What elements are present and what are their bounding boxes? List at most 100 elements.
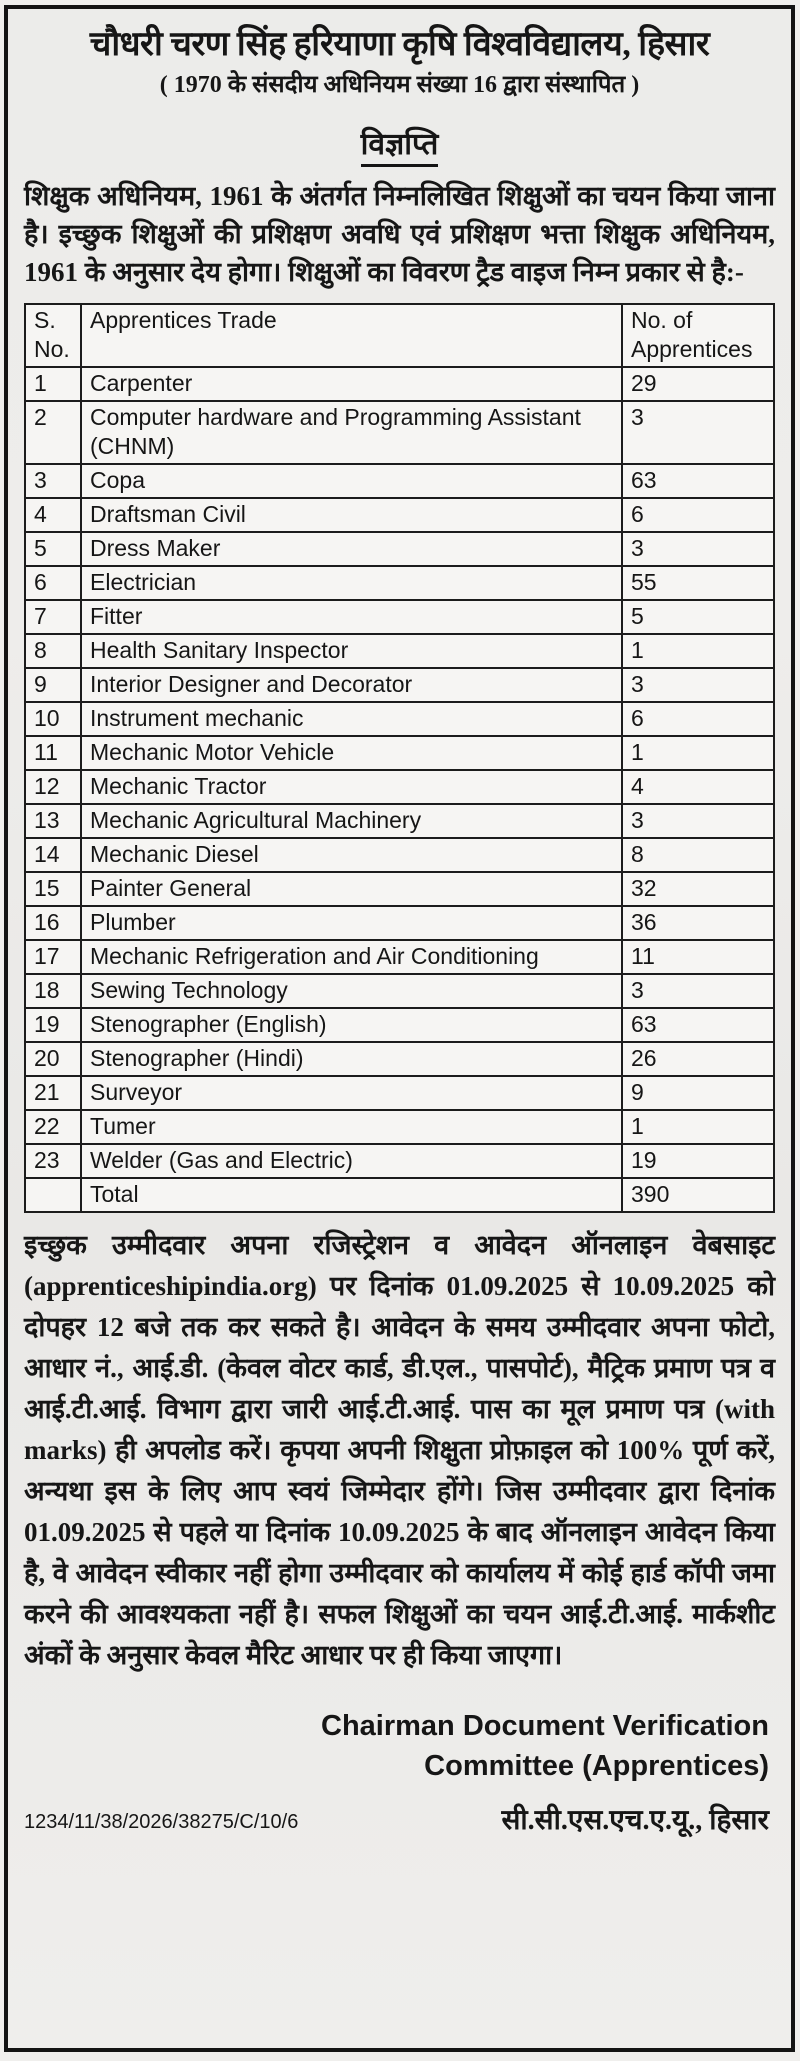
cell-count: 3	[621, 531, 775, 567]
cell-trade: Mechanic Refrigeration and Air Condition…	[80, 939, 623, 975]
cell-sno: 15	[24, 871, 82, 907]
cell-sno: 20	[24, 1041, 82, 1077]
cell-trade: Computer hardware and Programming Assist…	[80, 400, 623, 465]
cell-trade: Plumber	[80, 905, 623, 941]
cell-count: 11	[621, 939, 775, 975]
cell-sno: 19	[24, 1007, 82, 1043]
table-row: 12 Mechanic Tractor 4	[24, 769, 775, 805]
cell-trade: Stenographer (Hindi)	[80, 1041, 623, 1077]
university-name: चौधरी चरण सिंह हरियाणा कृषि विश्वविद्याल…	[89, 26, 710, 63]
cell-count: 29	[621, 366, 775, 402]
cell-sno: 18	[24, 973, 82, 1009]
cell-sno: 13	[24, 803, 82, 839]
table-row: 21 Surveyor 9	[24, 1075, 775, 1111]
cell-count: 4	[621, 769, 775, 805]
cell-count: 1	[621, 1109, 775, 1145]
table-row: 9 Interior Designer and Decorator 3	[24, 667, 775, 703]
details-paragraph: इच्छुक उम्मीदवार अपना रजिस्ट्रेशन व आवेद…	[24, 1230, 775, 1670]
total-label: Total	[80, 1177, 623, 1213]
signature-line-2: Committee (Apprentices)	[424, 1750, 769, 1782]
table-row: 14 Mechanic Diesel 8	[24, 837, 775, 873]
signature-line-1: Chairman Document Verification	[321, 1710, 769, 1742]
table-row: 4 Draftsman Civil 6	[24, 497, 775, 533]
cell-trade: Tumer	[80, 1109, 623, 1145]
established-line: ( 1970 के संसदीय अधिनियम संख्या 16 द्वार…	[159, 72, 640, 98]
table-row: 6 Electrician 55	[24, 565, 775, 601]
table-row: 15 Painter General 32	[24, 871, 775, 907]
cell-count: 55	[621, 565, 775, 601]
cell-trade: Draftsman Civil	[80, 497, 623, 533]
cell-count: 9	[621, 1075, 775, 1111]
cell-trade: Welder (Gas and Electric)	[80, 1143, 623, 1179]
cell-sno: 23	[24, 1143, 82, 1179]
document-header: चौधरी चरण सिंह हरियाणा कृषि विश्वविद्याल…	[24, 23, 775, 102]
cell-sno: 17	[24, 939, 82, 975]
cell-trade: Interior Designer and Decorator	[80, 667, 623, 703]
document-border: चौधरी चरण सिंह हरियाणा कृषि विश्वविद्याल…	[4, 5, 795, 2052]
table-row: 8 Health Sanitary Inspector 1	[24, 633, 775, 669]
cell-count: 63	[621, 1007, 775, 1043]
table-row: 1 Carpenter 29	[24, 366, 775, 402]
cell-trade: Copa	[80, 463, 623, 499]
cell-count: 3	[621, 803, 775, 839]
table-row: 13 Mechanic Agricultural Machinery 3	[24, 803, 775, 839]
cell-trade: Electrician	[80, 565, 623, 601]
table-row: 7 Fitter 5	[24, 599, 775, 635]
cell-trade: Health Sanitary Inspector	[80, 633, 623, 669]
cell-count: 6	[621, 701, 775, 737]
cell-sno: 7	[24, 599, 82, 635]
table-row: 10 Instrument mechanic 6	[24, 701, 775, 737]
table-row: 11 Mechanic Motor Vehicle 1	[24, 735, 775, 771]
table-row: 2 Computer hardware and Programming Assis…	[24, 400, 775, 465]
cell-count: 26	[621, 1041, 775, 1077]
cell-trade: Dress Maker	[80, 531, 623, 567]
cell-sno: 1	[24, 366, 82, 402]
cell-sno: 8	[24, 633, 82, 669]
cell-trade: Mechanic Motor Vehicle	[80, 735, 623, 771]
cell-count: 19	[621, 1143, 775, 1179]
cell-trade: Sewing Technology	[80, 973, 623, 1009]
cell-trade: Mechanic Agricultural Machinery	[80, 803, 623, 839]
cell-sno: 4	[24, 497, 82, 533]
table-row: 3 Copa 63	[24, 463, 775, 499]
cell-count: 6	[621, 497, 775, 533]
table-row: 5 Dress Maker 3	[24, 531, 775, 567]
signature-organization: सी.सी.एस.एच.ए.यू., हिसार	[501, 1805, 769, 1836]
cell-sno: 12	[24, 769, 82, 805]
total-value: 390	[621, 1177, 775, 1213]
notice-title: विज्ञप्ति	[360, 128, 439, 167]
cell-sno: 10	[24, 701, 82, 737]
cell-count: 1	[621, 735, 775, 771]
table-row: 22 Tumer 1	[24, 1109, 775, 1145]
notice-title-wrap: विज्ञप्ति	[24, 128, 775, 167]
cell-sno: 3	[24, 463, 82, 499]
apprentices-table-body: 1 Carpenter 29 2 Computer hardware and Progr…	[24, 366, 775, 1179]
cell-trade: Mechanic Tractor	[80, 769, 623, 805]
cell-sno: 9	[24, 667, 82, 703]
table-total-row: Total 390	[24, 1177, 775, 1213]
cell-trade: Painter General	[80, 871, 623, 907]
cell-count: 3	[621, 973, 775, 1009]
signature-block: Chairman Document Verification Committee…	[24, 1706, 769, 1786]
cell-count: 63	[621, 463, 775, 499]
table-row: 16 Plumber 36	[24, 905, 775, 941]
table-row: 18 Sewing Technology 3	[24, 973, 775, 1009]
cell-count: 32	[621, 871, 775, 907]
table-header-row: S. No. Apprentices Trade No. of Apprenti…	[24, 303, 775, 368]
table-row: 23 Welder (Gas and Electric) 19	[24, 1143, 775, 1179]
reference-number: 1234/11/38/2026/38275/C/10/6	[24, 1811, 299, 1833]
cell-sno: 14	[24, 837, 82, 873]
cell-trade: Fitter	[80, 599, 623, 635]
table-row: 19 Stenographer (English) 63	[24, 1007, 775, 1043]
cell-trade: Surveyor	[80, 1075, 623, 1111]
cell-trade: Carpenter	[80, 366, 623, 402]
apprentices-table: S. No. Apprentices Trade No. of Apprenti…	[24, 303, 775, 1213]
cell-count: 5	[621, 599, 775, 635]
cell-trade: Mechanic Diesel	[80, 837, 623, 873]
cell-count: 36	[621, 905, 775, 941]
intro-paragraph: शिक्षुक अधिनियम, 1961 के अंतर्गत निम्नलि…	[24, 181, 775, 287]
total-empty-cell	[24, 1177, 82, 1213]
table-row: 17 Mechanic Refrigeration and Air Conditi…	[24, 939, 775, 975]
cell-count: 8	[621, 837, 775, 873]
